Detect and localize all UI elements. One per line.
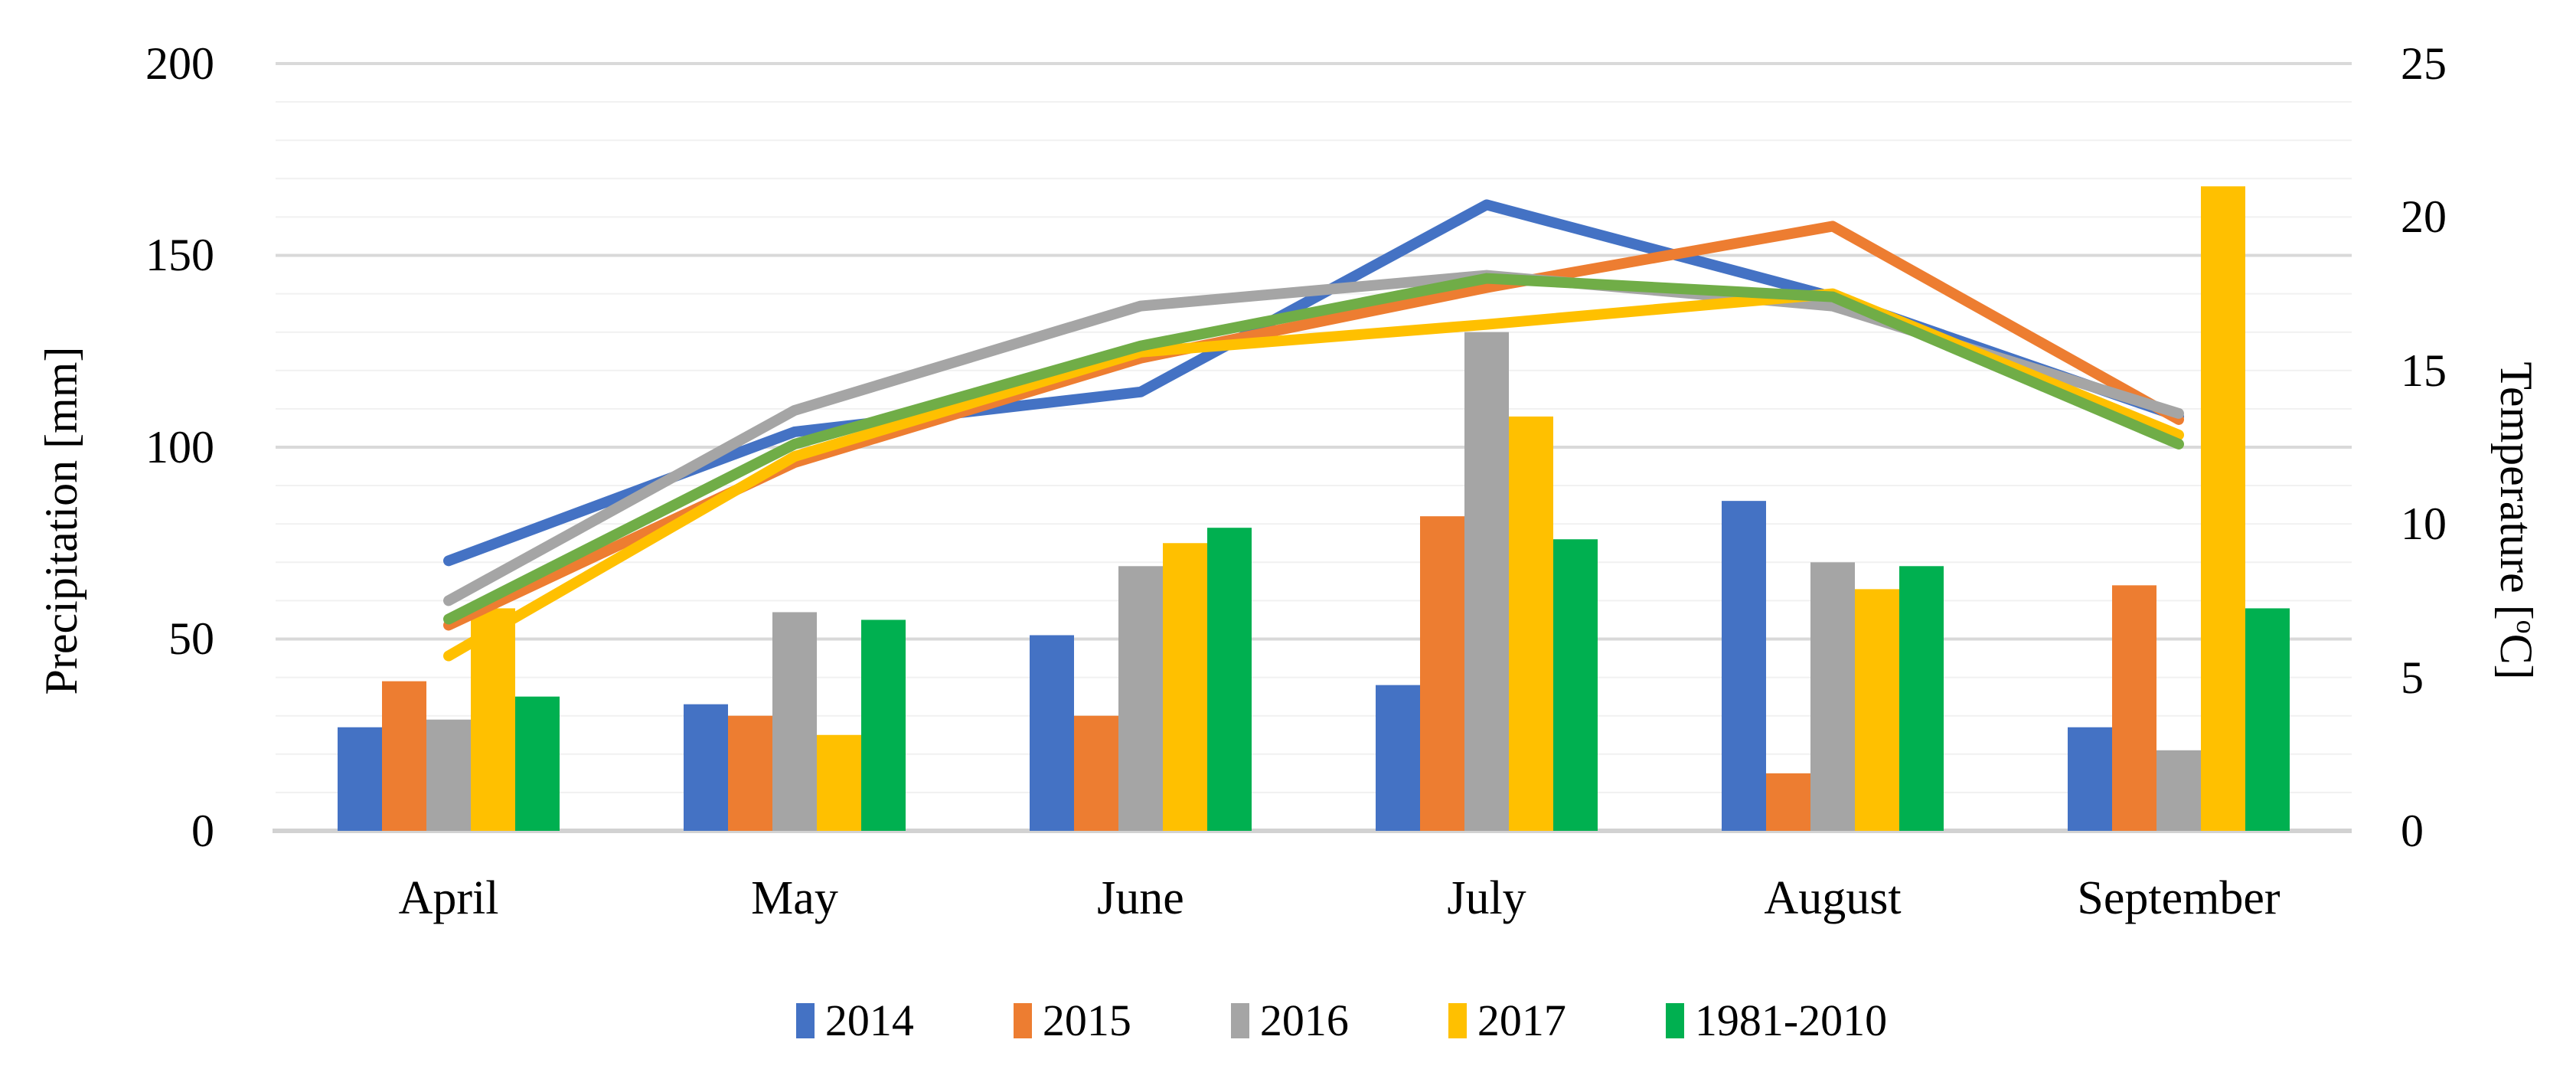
bar-2016-April xyxy=(426,719,471,831)
right-axis-tick: 0 xyxy=(2401,806,2424,856)
bar-2015-April xyxy=(382,681,426,831)
x-axis-label-june: June xyxy=(1097,872,1184,924)
right-axis-tick: 15 xyxy=(2401,345,2447,396)
left-axis-tick: 150 xyxy=(145,230,214,280)
bar-2017-July xyxy=(1509,416,1553,831)
legend-item-2016: 2016 xyxy=(1230,995,1349,1045)
bar-2017-September xyxy=(2201,186,2245,831)
right-axis-tick: 10 xyxy=(2401,499,2447,549)
bar-1981-2010-July xyxy=(1553,539,1598,831)
x-axis-label-july: July xyxy=(1447,872,1526,924)
x-axis-label-august: August xyxy=(1764,872,1902,924)
bar-1981-2010-August xyxy=(1899,566,1944,831)
bar-2015-August xyxy=(1766,773,1810,831)
bar-1981-2010-May xyxy=(861,619,906,831)
bar-2015-July xyxy=(1420,516,1464,831)
legend-swatch-2015 xyxy=(1013,1003,1032,1038)
legend-item-2015: 2015 xyxy=(1013,995,1131,1045)
left-axis-tick: 50 xyxy=(168,613,214,664)
right-axis-title-unit: C] xyxy=(2491,633,2542,680)
bar-2014-August xyxy=(1722,501,1766,831)
bar-2016-June xyxy=(1118,566,1163,831)
bar-2014-June xyxy=(1030,635,1074,831)
right-axis-tick: 5 xyxy=(2401,652,2424,703)
right-axis-tick: 20 xyxy=(2401,191,2447,242)
bar-2017-May xyxy=(817,734,861,831)
bar-1981-2010-June xyxy=(1207,528,1252,831)
bar-2015-June xyxy=(1074,715,1118,831)
legend-label: 2017 xyxy=(1477,995,1566,1045)
bar-2016-August xyxy=(1810,562,1855,831)
legend-label: 2015 xyxy=(1042,995,1131,1045)
left-axis-tick: 200 xyxy=(145,38,214,89)
legend-label: 2016 xyxy=(1259,995,1349,1045)
bar-2014-April xyxy=(338,727,382,831)
legend-label: 2014 xyxy=(824,995,914,1045)
bar-2015-May xyxy=(728,715,772,831)
legend-item-2014: 2014 xyxy=(795,995,914,1045)
left-axis-title: Precipitation [mm] xyxy=(36,346,87,695)
legend-swatch-1981-2010 xyxy=(1665,1003,1684,1038)
line-1981-2010 xyxy=(443,273,2184,625)
left-axis-tick: 100 xyxy=(145,422,214,472)
bar-2014-July xyxy=(1376,685,1420,831)
bar-2016-September xyxy=(2156,750,2201,831)
bar-2015-September xyxy=(2112,585,2156,831)
left-axis-tick: 0 xyxy=(191,806,214,856)
bar-1981-2010-September xyxy=(2245,608,2290,831)
legend: 2014 2015 2016 2017 1981-2010 xyxy=(54,998,2576,1044)
degree-superscript: o xyxy=(2511,619,2542,634)
bar-2014-May xyxy=(684,704,728,831)
bar-2017-June xyxy=(1163,543,1207,831)
right-axis-tick: 25 xyxy=(2401,38,2447,89)
x-axis-label-september: September xyxy=(2077,872,2281,924)
bar-1981-2010-April xyxy=(515,696,560,831)
x-axis-label-april: April xyxy=(398,872,499,924)
right-axis-title-text: Temperature [ xyxy=(2491,361,2542,620)
bar-2016-July xyxy=(1464,332,1509,831)
right-axis-title: Temperature [oC] xyxy=(2491,253,2557,789)
legend-item-2017: 2017 xyxy=(1448,998,1566,1044)
bar-2016-May xyxy=(772,612,817,831)
legend-swatch-2016 xyxy=(1230,1003,1249,1038)
legend-label: 1981-2010 xyxy=(1694,995,1888,1045)
x-axis-label-may: May xyxy=(751,872,838,924)
bar-2014-September xyxy=(2068,727,2112,831)
legend-swatch-2017 xyxy=(1448,1003,1467,1038)
bar-2017-April xyxy=(471,608,515,831)
legend-swatch-2014 xyxy=(795,1003,815,1038)
bar-2017-August xyxy=(1855,589,1899,831)
legend-item-1981-2010: 1981-2010 xyxy=(1665,995,1888,1045)
